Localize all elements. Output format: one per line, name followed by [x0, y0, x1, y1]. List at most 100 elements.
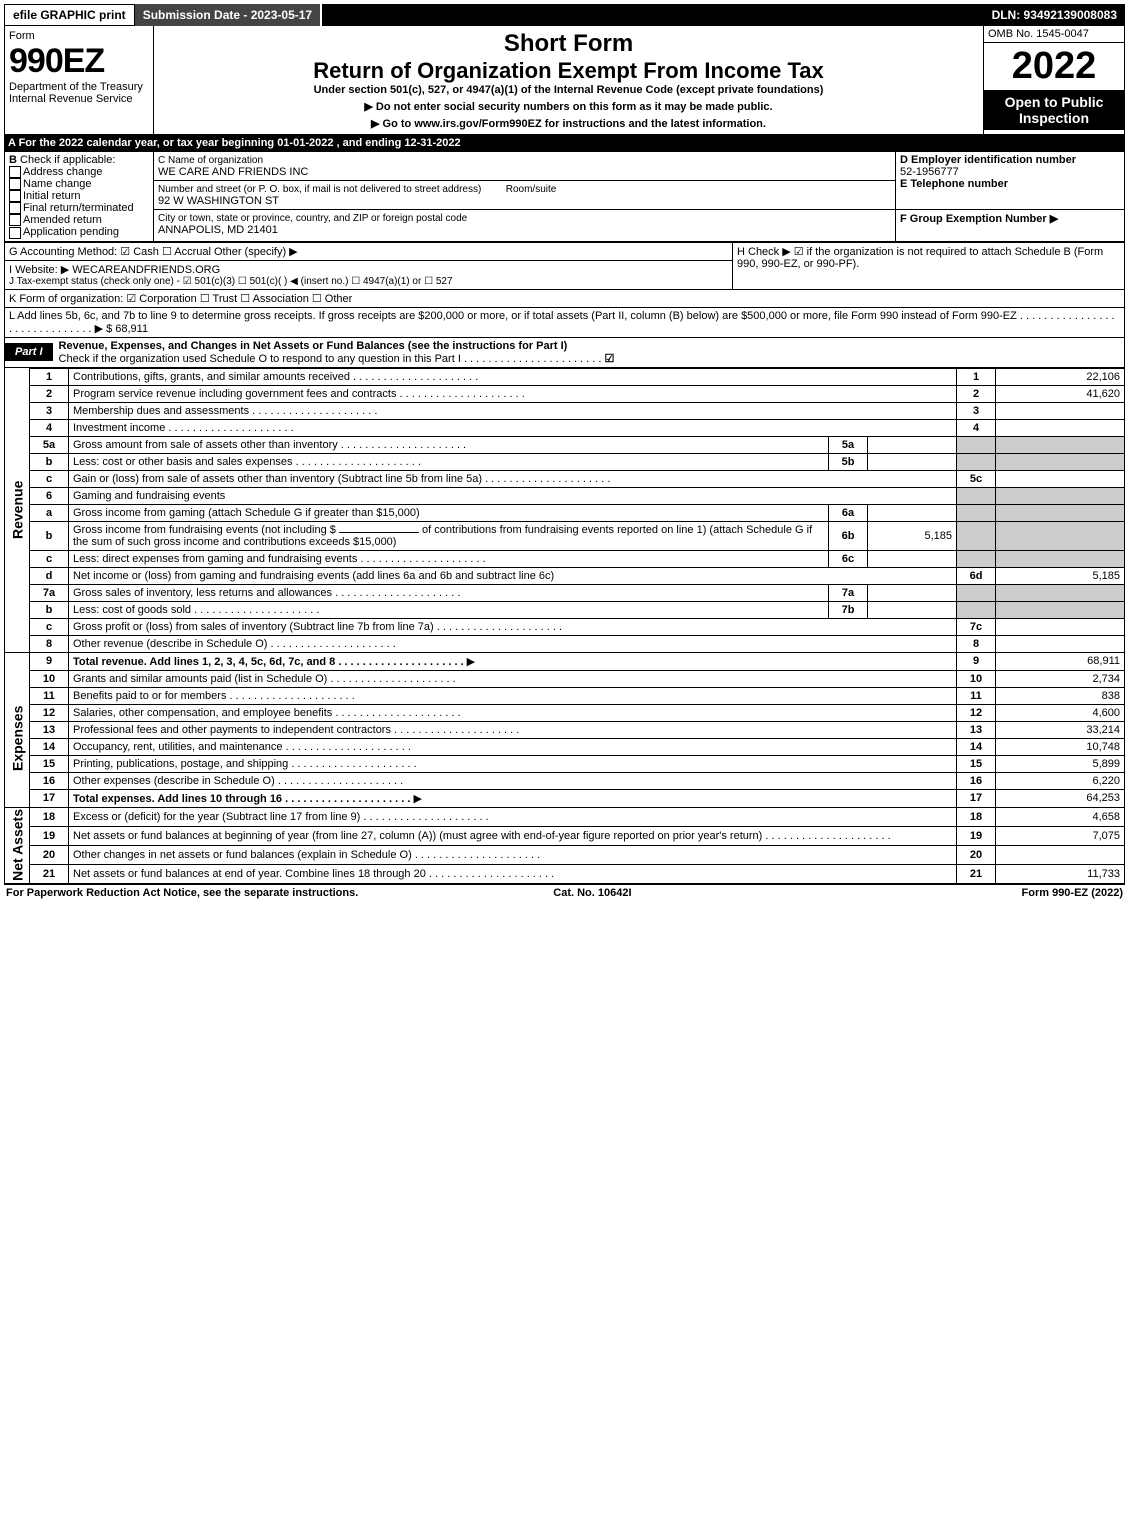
opt-final: Final return/terminated [23, 202, 134, 214]
part1-tab: Part I [5, 343, 53, 361]
note-ssn: ▶ Do not enter social security numbers o… [158, 100, 979, 113]
l7a-amt-shaded [996, 584, 1125, 601]
l6-num: 6 [30, 487, 69, 504]
title-short-form: Short Form [158, 30, 979, 58]
l6a-amt-shaded [996, 504, 1125, 521]
l19-rn: 19 [957, 826, 996, 845]
l6c-num: c [30, 550, 69, 567]
l5c-num: c [30, 470, 69, 487]
street-value: 92 W WASHINGTON ST [158, 195, 279, 207]
l14-rn: 14 [957, 738, 996, 755]
l14-num: 14 [30, 738, 69, 755]
l2-desc: Program service revenue including govern… [73, 388, 525, 400]
l7c-rn: 7c [957, 618, 996, 635]
l5b-num: b [30, 453, 69, 470]
l5a-sn: 5a [829, 436, 868, 453]
l5c-desc: Gain or (loss) from sale of assets other… [73, 473, 610, 485]
address-change-checkbox[interactable] [9, 166, 21, 178]
l9-rn: 9 [957, 652, 996, 670]
l3-num: 3 [30, 402, 69, 419]
l4-amt [996, 419, 1125, 436]
l7b-num: b [30, 601, 69, 618]
l3-amt [996, 402, 1125, 419]
form-label: Form [9, 30, 149, 42]
c-label: C Name of organization [158, 155, 263, 166]
open-inspection: Open to Public Inspection [984, 90, 1124, 130]
l3-rn: 3 [957, 402, 996, 419]
final-return-checkbox[interactable] [9, 202, 21, 214]
l16-amt: 6,220 [996, 772, 1125, 789]
l5a-sv [868, 436, 957, 453]
l12-desc: Salaries, other compensation, and employ… [73, 707, 461, 719]
amended-return-checkbox[interactable] [9, 214, 21, 226]
l11-desc: Benefits paid to or for members [73, 690, 355, 702]
l2-rn: 2 [957, 385, 996, 402]
line-g: G Accounting Method: ☑ Cash ☐ Accrual Ot… [5, 242, 733, 260]
lines-table: Revenue 1 Contributions, gifts, grants, … [4, 368, 1125, 885]
l6a-num: a [30, 504, 69, 521]
l5a-num: 5a [30, 436, 69, 453]
l1-amt: 22,106 [996, 368, 1125, 385]
l6a-sv [868, 504, 957, 521]
l1-num: 1 [30, 368, 69, 385]
l5b-desc: Less: cost or other basis and sales expe… [73, 456, 421, 468]
l10-num: 10 [30, 670, 69, 687]
l12-num: 12 [30, 704, 69, 721]
line-a: A For the 2022 calendar year, or tax yea… [4, 135, 1125, 151]
l7a-sv [868, 584, 957, 601]
l11-rn: 11 [957, 687, 996, 704]
l13-desc: Professional fees and other payments to … [73, 724, 519, 736]
l13-num: 13 [30, 721, 69, 738]
year-box: OMB No. 1545-0047 2022 Open to Public In… [983, 26, 1124, 134]
l13-rn: 13 [957, 721, 996, 738]
l4-desc: Investment income [73, 422, 294, 434]
l6-rn-shaded [957, 487, 996, 504]
l21-rn: 21 [957, 865, 996, 884]
l7b-amt-shaded [996, 601, 1125, 618]
l10-desc: Grants and similar amounts paid (list in… [73, 673, 456, 685]
l21-desc: Net assets or fund balances at end of ye… [73, 868, 554, 880]
top-bar: efile GRAPHIC print Submission Date - 20… [4, 4, 1125, 26]
name-change-checkbox[interactable] [9, 178, 21, 190]
l7b-sv [868, 601, 957, 618]
opt-initial: Initial return [23, 190, 80, 202]
line-k: K Form of organization: ☑ Corporation ☐ … [5, 289, 1125, 307]
omb-number: OMB No. 1545-0047 [984, 26, 1124, 43]
l20-amt [996, 845, 1125, 864]
part1-header: Part I Revenue, Expenses, and Changes in… [4, 338, 1125, 368]
l1-rn: 1 [957, 368, 996, 385]
line-i[interactable]: I Website: ▶ WECAREANDFRIENDS.ORG [9, 263, 728, 276]
l10-rn: 10 [957, 670, 996, 687]
l6c-rn-shaded [957, 550, 996, 567]
part1-checkbox[interactable]: ☑ [605, 353, 615, 365]
l15-num: 15 [30, 755, 69, 772]
l6b-desc1: Gross income from fundraising events (no… [73, 524, 336, 536]
l6a-sn: 6a [829, 504, 868, 521]
note-link[interactable]: ▶ Go to www.irs.gov/Form990EZ for instru… [158, 117, 979, 130]
l19-desc: Net assets or fund balances at beginning… [73, 830, 891, 842]
tax-year: 2022 [984, 43, 1124, 90]
l5b-sn: 5b [829, 453, 868, 470]
l6a-rn-shaded [957, 504, 996, 521]
footer-mid: Cat. No. 10642I [553, 887, 631, 899]
l20-desc: Other changes in net assets or fund bala… [73, 849, 540, 861]
line-l: L Add lines 5b, 6c, and 7b to line 9 to … [5, 307, 1125, 337]
l16-rn: 16 [957, 772, 996, 789]
l5c-amt [996, 470, 1125, 487]
application-pending-checkbox[interactable] [9, 227, 21, 239]
l5a-rn-shaded [957, 436, 996, 453]
ein-value: 52-1956777 [900, 166, 959, 178]
l7a-desc: Gross sales of inventory, less returns a… [73, 587, 460, 599]
form-header: Form 990EZ Department of the Treasury In… [4, 26, 1125, 135]
l6b-blank[interactable] [339, 532, 419, 533]
irs-label: Internal Revenue Service [9, 93, 149, 105]
expenses-section-label: Expenses [5, 670, 30, 807]
l3-desc: Membership dues and assessments [73, 405, 377, 417]
dln-label: DLN: 93492139008083 [984, 4, 1125, 26]
efile-print-button[interactable]: efile GRAPHIC print [4, 4, 135, 26]
l18-desc: Excess or (deficit) for the year (Subtra… [73, 811, 489, 823]
l21-num: 21 [30, 865, 69, 884]
initial-return-checkbox[interactable] [9, 190, 21, 202]
title-box: Short Form Return of Organization Exempt… [154, 26, 983, 134]
l15-desc: Printing, publications, postage, and shi… [73, 758, 417, 770]
